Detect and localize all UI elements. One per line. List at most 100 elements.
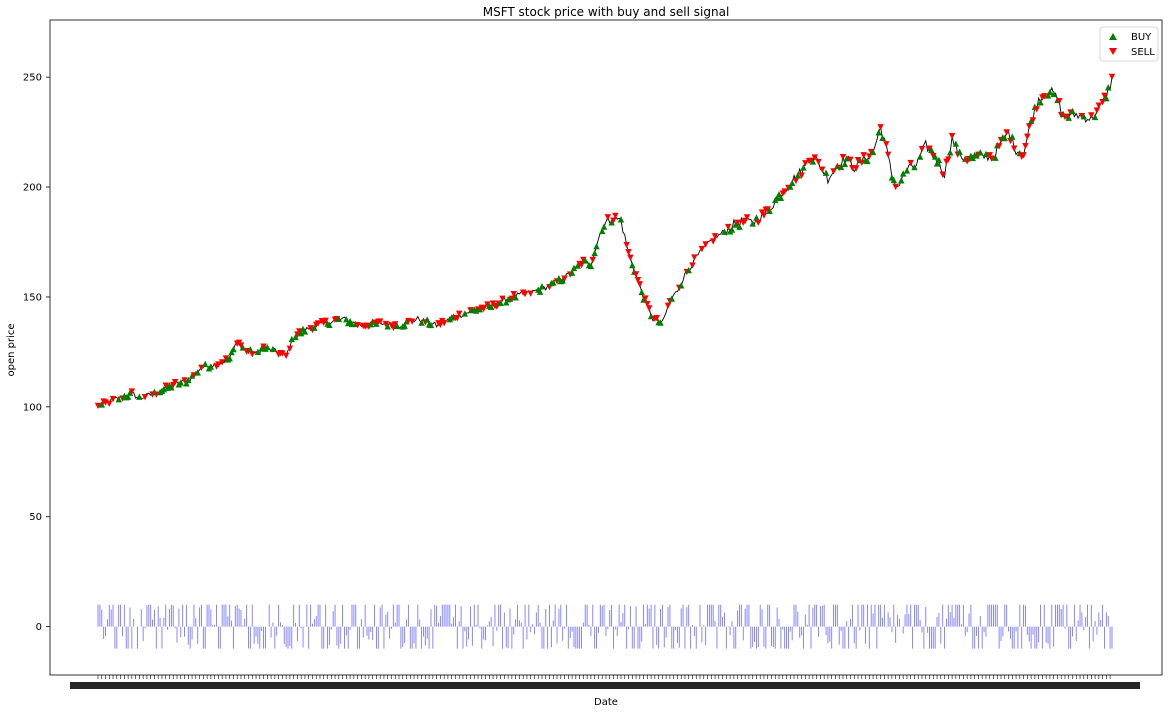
signal-bar [661, 604, 663, 627]
signal-bar [825, 626, 827, 636]
signal-bar [1068, 626, 1070, 649]
signal-bar [219, 626, 221, 649]
signal-bar [840, 626, 842, 631]
y-axis-label: open price [6, 323, 17, 376]
signal-bar [327, 626, 328, 649]
signal-bar [934, 626, 936, 649]
signal-bar [940, 626, 942, 644]
signal-bar [274, 626, 276, 649]
signal-bar [964, 626, 966, 636]
signal-bar [174, 626, 176, 629]
signal-bar [863, 604, 865, 627]
buy-marker [401, 322, 408, 329]
signal-bar [1009, 626, 1011, 639]
buy-marker [788, 179, 796, 187]
signal-bar [415, 626, 417, 649]
signal-bar [492, 626, 494, 646]
signal-bar [599, 604, 601, 627]
signal-bar [740, 604, 742, 627]
signal-bar [137, 626, 138, 649]
signal-bar [413, 626, 415, 644]
signal-bar [357, 626, 359, 649]
signal-bar [176, 626, 178, 643]
signal-bar [133, 618, 135, 627]
signal-bar [475, 624, 477, 627]
signal-bar [157, 606, 159, 627]
signal-bar [678, 626, 680, 648]
signal-bar [818, 626, 819, 637]
buy-marker [864, 157, 871, 165]
signal-bar [906, 604, 908, 627]
signal-bar [127, 626, 129, 649]
sell-marker [858, 159, 865, 167]
signal-bar [155, 626, 157, 649]
signal-bar [654, 604, 656, 627]
signal-bar [724, 612, 725, 627]
signal-bar [379, 607, 381, 627]
signal-bar [829, 626, 831, 642]
signal-bar [515, 619, 517, 627]
signal-bar [675, 626, 676, 631]
signal-bar [244, 618, 246, 627]
signal-bar [202, 626, 204, 649]
signal-bar [904, 614, 906, 627]
signal-bar [503, 612, 505, 627]
signal-bar [692, 624, 693, 627]
signal-bar [253, 626, 255, 644]
signal-bar [720, 604, 722, 627]
signal-bar [296, 626, 298, 642]
signal-bar [298, 604, 300, 627]
buy-marker [1069, 107, 1076, 115]
sell-marker [1095, 102, 1103, 109]
x-axis-label: Date [594, 697, 618, 708]
buy-marker [264, 343, 271, 351]
sell-marker [1041, 93, 1048, 100]
sell-marker [945, 156, 952, 163]
signal-bar [947, 604, 949, 627]
signal-bar [827, 626, 829, 644]
signal-bar [483, 626, 485, 640]
buy-marker [685, 266, 692, 274]
signal-bar [925, 607, 927, 627]
signal-bar [883, 604, 885, 627]
signal-bar [987, 604, 989, 627]
signal-bar [596, 626, 597, 649]
signal-bar [182, 604, 184, 627]
sell-marker [634, 276, 642, 284]
buy-marker [890, 176, 897, 184]
signal-bar [810, 626, 812, 649]
signal-bar [402, 626, 404, 647]
buy-marker [736, 223, 743, 230]
sell-marker [589, 256, 596, 264]
sell-marker [988, 155, 995, 162]
signal-bar [129, 607, 131, 627]
signal-bar [189, 626, 191, 649]
signal-bar [684, 626, 686, 649]
signal-bar [242, 625, 244, 627]
signal-bar [586, 604, 588, 627]
signal-bar [671, 626, 673, 649]
signal-bar [545, 608, 547, 627]
signal-bar [652, 626, 654, 649]
signal-bar [289, 626, 291, 647]
sell-marker [884, 151, 892, 159]
signal-bar [718, 604, 720, 627]
signal-bar [409, 626, 411, 649]
legend-box [1099, 26, 1159, 62]
signal-bar [375, 626, 377, 649]
signal-bar [295, 622, 296, 627]
signal-bar [131, 626, 133, 649]
signal-bar [1038, 626, 1040, 643]
signal-bar [116, 626, 118, 649]
signal-bar [565, 604, 567, 627]
signal-bar [210, 609, 212, 627]
y-tick-label: 0 [36, 622, 42, 633]
signal-bar [125, 626, 127, 649]
signal-bar [771, 626, 772, 647]
buy-marker [185, 376, 192, 384]
signal-bar [637, 626, 639, 649]
sell-marker [1093, 107, 1101, 114]
sell-marker [819, 166, 826, 173]
signal-bar [945, 618, 947, 627]
signal-bar [819, 606, 821, 627]
